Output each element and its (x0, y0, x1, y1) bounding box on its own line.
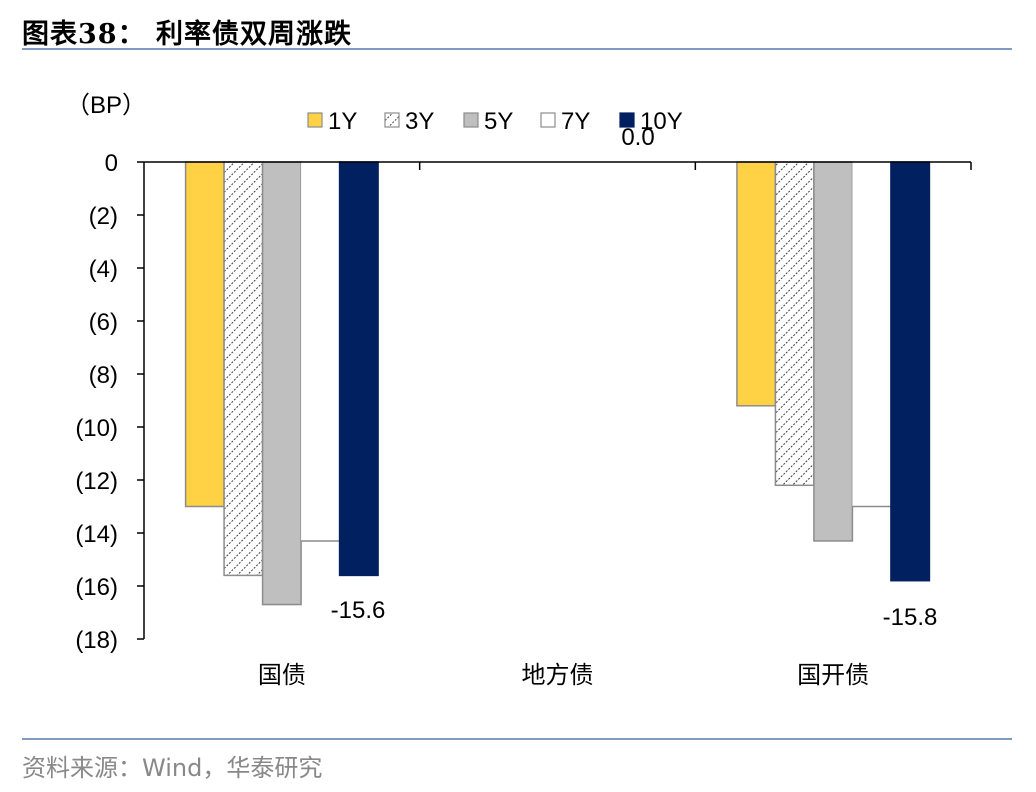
y-tick-label: (6) (89, 309, 118, 336)
footer-divider (22, 738, 1012, 740)
legend-swatch-3Y (384, 112, 400, 128)
y-axis-unit: （BP） (66, 92, 146, 119)
chart-title: 图表38： 利率债双周涨跌 (22, 19, 352, 50)
legend-label-3Y: 3Y (405, 108, 434, 135)
legend-swatch-7Y (540, 112, 556, 128)
data-label: -15.6 (331, 597, 386, 624)
bar-10Y (890, 161, 931, 582)
bar-3Y (223, 161, 264, 577)
header-divider (22, 48, 1012, 50)
y-tick-label: (12) (75, 468, 118, 495)
bar-7Y (301, 162, 340, 541)
legend-swatch-1Y (307, 112, 323, 128)
data-label: -15.8 (883, 604, 938, 631)
bar-3Y (774, 161, 815, 487)
legend-label-10Y: 10Y (640, 108, 683, 135)
legend-label-7Y: 7Y (561, 108, 590, 135)
y-tick-label: (14) (75, 521, 118, 548)
y-tick-label: 0 (105, 150, 118, 177)
y-tick-label: (16) (75, 574, 118, 601)
y-tick-label: (4) (89, 256, 118, 283)
y-tick-label: (8) (89, 362, 118, 389)
bar-10Y (338, 161, 379, 577)
legend-label-5Y: 5Y (484, 108, 513, 135)
x-category-label: 国开债 (797, 662, 869, 689)
source-note: 资料来源：Wind，华泰研究 (22, 754, 323, 782)
bar-1Y (184, 161, 225, 508)
y-tick-label: (18) (75, 627, 118, 654)
bar-1Y (736, 161, 777, 407)
bar-7Y (852, 162, 891, 507)
bar-5Y (813, 161, 854, 542)
bar-5Y (261, 161, 302, 606)
y-tick-label: (2) (89, 203, 118, 230)
x-category-label: 地方债 (522, 662, 594, 689)
y-tick-label: (10) (75, 415, 118, 442)
legend-swatch-10Y (619, 112, 635, 128)
x-category-label: 国债 (258, 662, 306, 689)
legend-label-1Y: 1Y (328, 108, 357, 135)
data-label: 0.0 (621, 124, 654, 151)
legend-swatch-5Y (463, 112, 479, 128)
